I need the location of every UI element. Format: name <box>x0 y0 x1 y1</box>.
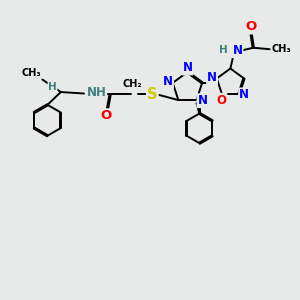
Text: CH₂: CH₂ <box>123 79 142 89</box>
Text: N: N <box>163 75 173 88</box>
Text: H: H <box>219 44 228 55</box>
Text: NH: NH <box>86 86 106 99</box>
Text: O: O <box>216 94 226 107</box>
Text: O: O <box>100 109 111 122</box>
Text: S: S <box>147 87 158 102</box>
Text: O: O <box>245 20 256 33</box>
Text: CH₃: CH₃ <box>21 68 41 78</box>
Text: N: N <box>239 88 249 101</box>
Text: N: N <box>182 61 193 74</box>
Text: H: H <box>48 82 57 92</box>
Text: CH₃: CH₃ <box>271 44 291 54</box>
Text: N: N <box>207 71 217 84</box>
Text: N: N <box>232 44 242 57</box>
Text: N: N <box>197 94 208 107</box>
